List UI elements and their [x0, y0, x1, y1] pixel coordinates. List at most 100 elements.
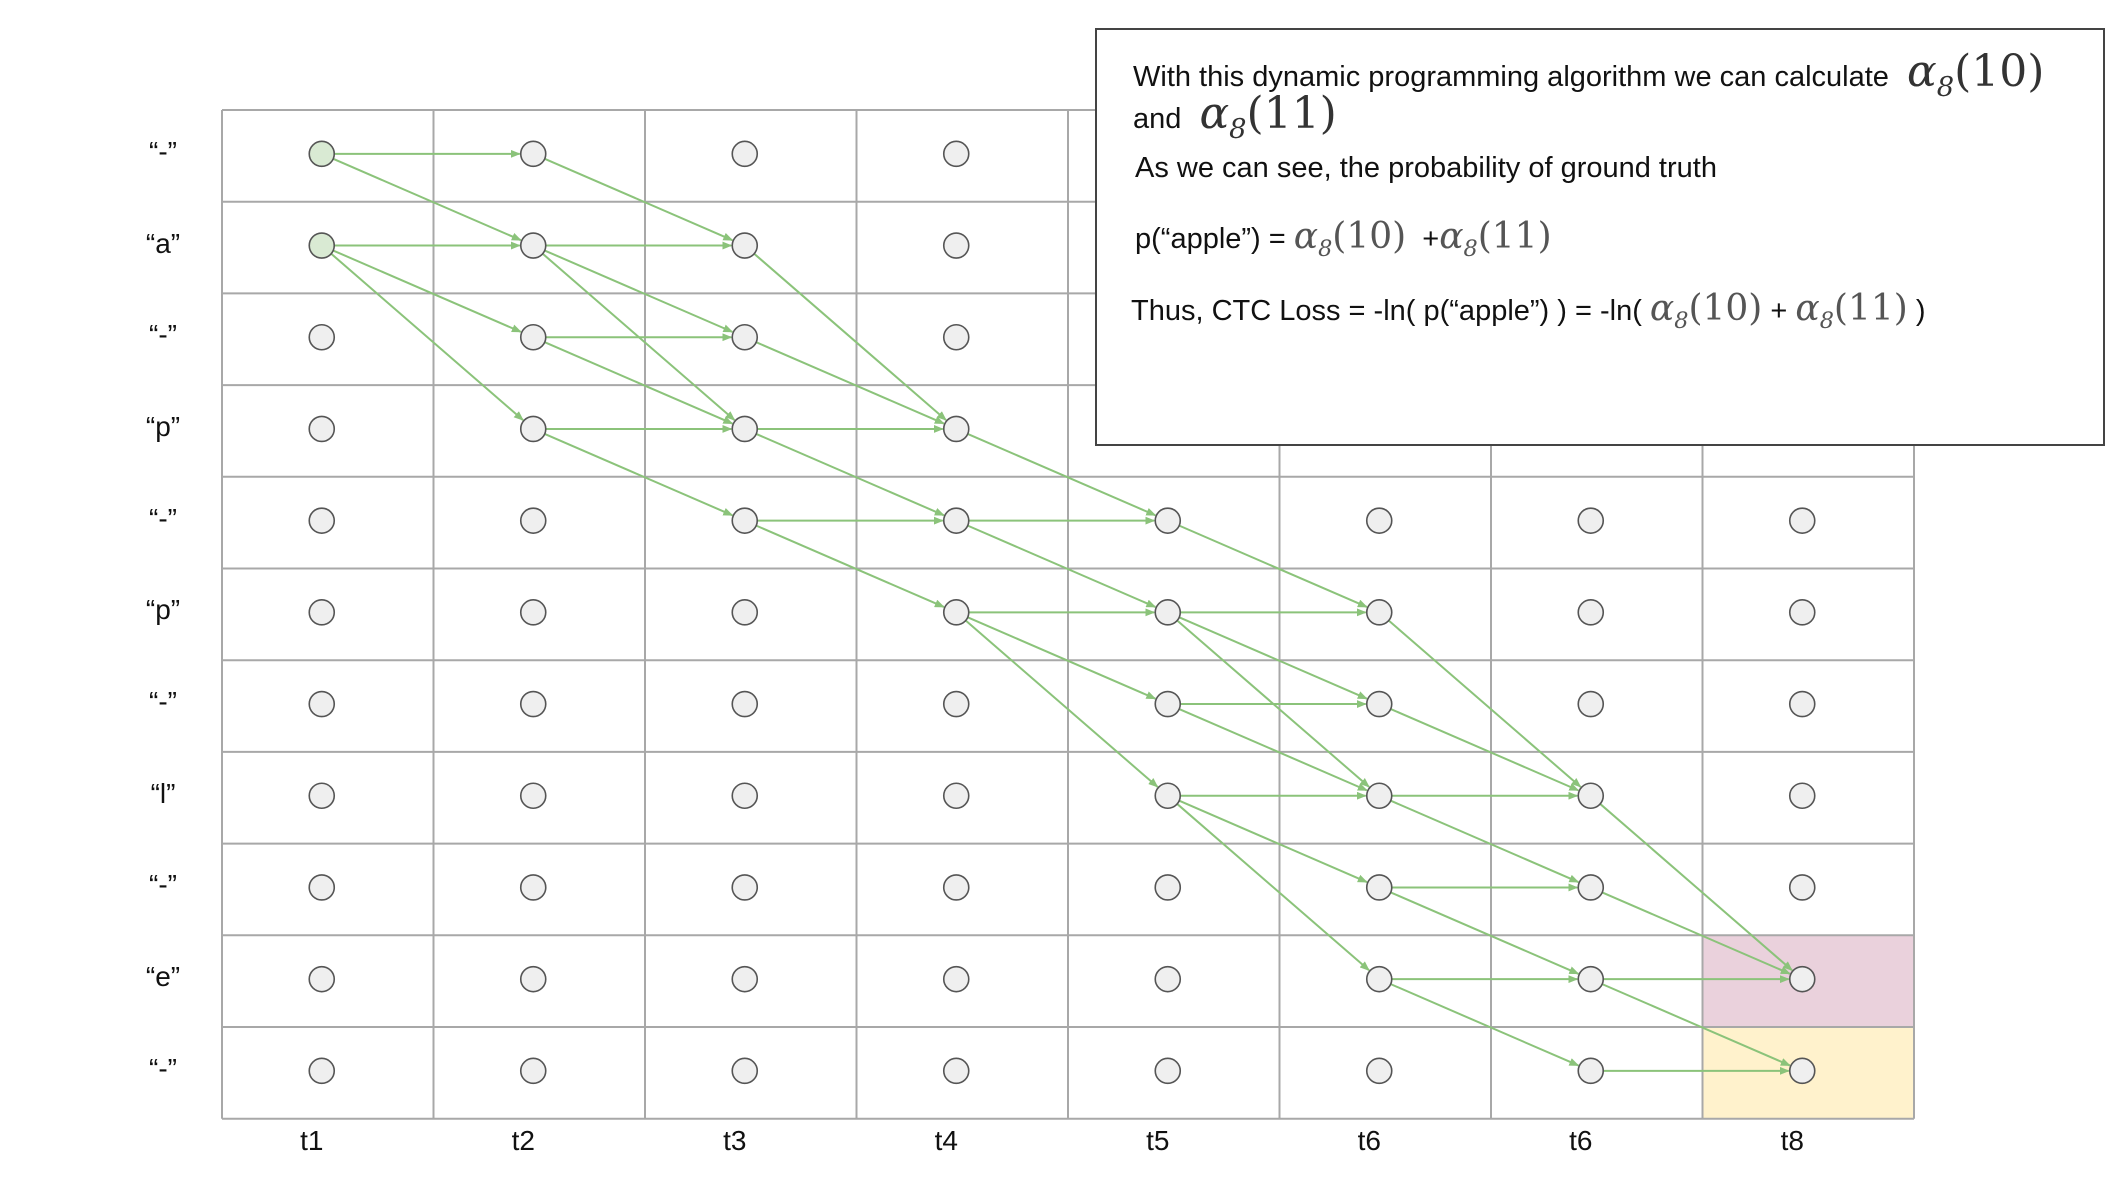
time-step-label: t8 [1780, 1124, 1804, 1156]
note-and-text: and [1133, 103, 1182, 135]
state-node [942, 323, 970, 351]
transition-arrow [1178, 799, 1368, 883]
row-label: “e” [145, 961, 181, 993]
state-node [519, 507, 547, 534]
transition-arrow [1390, 891, 1580, 975]
state-node [1788, 690, 1816, 718]
transition-arrow [967, 433, 1157, 517]
transition-arrow [1599, 803, 1793, 972]
transition-arrow [1178, 616, 1368, 700]
time-step-label: t3 [723, 1124, 747, 1156]
state-node [1788, 1057, 1816, 1085]
row-label: “-” [149, 686, 177, 718]
state-node [1154, 782, 1182, 810]
state-node [942, 507, 970, 534]
transition-arrow [1178, 524, 1368, 608]
note-line-1-text: With this dynamic programming algorithm … [1133, 61, 1889, 93]
closing-paren: ) [1915, 295, 1926, 327]
state-node [519, 415, 547, 443]
state-node [308, 1057, 336, 1085]
state-node [731, 1057, 759, 1085]
transition-arrow [1601, 983, 1791, 1067]
state-node [731, 415, 759, 443]
state-node [942, 232, 970, 259]
row-label: “p” [145, 410, 181, 442]
state-node [1577, 599, 1605, 626]
time-step-label: t5 [1146, 1124, 1170, 1156]
state-node [1365, 690, 1393, 718]
state-node [519, 323, 547, 351]
transition-arrow [1178, 708, 1368, 792]
state-node [308, 507, 336, 534]
plus-sign: + [1770, 295, 1788, 327]
time-step-label: t2 [511, 1124, 535, 1156]
alpha-8-11-formula: α8(11) [1199, 88, 1337, 145]
row-label: “-” [149, 869, 177, 901]
state-node [731, 965, 759, 993]
state-node [942, 415, 970, 443]
transition-arrow [1388, 619, 1582, 788]
alpha-8-11-term: α8(11) [1795, 288, 1908, 335]
start-state-node [308, 140, 336, 168]
transition-arrow [755, 524, 945, 608]
alpha-8-10-formula: α8(10) [1906, 46, 2045, 103]
row-label: “a” [145, 227, 181, 259]
state-node [1154, 599, 1182, 626]
time-step-label: t1 [300, 1124, 324, 1156]
transition-arrow [753, 252, 947, 421]
probability-expression-prefix: p(“apple”) = [1135, 223, 1286, 255]
row-label: “p” [145, 594, 181, 626]
state-node [1577, 507, 1605, 534]
state-node [1788, 874, 1816, 901]
row-label: “-” [149, 135, 177, 167]
transition-arrow [755, 341, 945, 425]
transition-arrow [544, 249, 734, 333]
alpha-8-11-term: α8(11) [1439, 216, 1552, 263]
note-line-2: and α8(11) [1133, 88, 1337, 145]
state-node [1788, 507, 1816, 534]
state-node [731, 507, 759, 534]
transition-arrow [755, 433, 945, 517]
state-node [1365, 599, 1393, 626]
time-step-label: t4 [934, 1124, 958, 1156]
start-state-node [308, 232, 336, 259]
state-node [308, 323, 336, 351]
state-node [519, 232, 547, 259]
state-node [308, 690, 336, 718]
transition-arrow [1601, 891, 1791, 975]
transition-arrow [544, 341, 734, 425]
state-node [308, 415, 336, 443]
transition-arrow [1176, 803, 1370, 972]
row-label: “l” [150, 777, 176, 809]
state-node [1577, 1057, 1605, 1085]
state-node [731, 323, 759, 351]
transition-arrow [1390, 708, 1580, 792]
transition-arrow [967, 524, 1157, 608]
state-node [519, 690, 547, 718]
transition-arrow [544, 433, 734, 517]
state-node [519, 140, 547, 168]
state-node [1788, 599, 1816, 626]
state-node [1154, 507, 1182, 534]
alpha-8-10-term: α8(10) [1649, 288, 1763, 335]
state-node [519, 599, 547, 626]
state-node [519, 965, 547, 993]
row-label: “-” [149, 319, 177, 351]
state-node [308, 782, 336, 810]
transition-arrow [1390, 983, 1580, 1067]
transition-arrow [544, 157, 734, 242]
time-step-label: t6 [1569, 1124, 1593, 1156]
state-node [308, 965, 336, 993]
state-node [942, 874, 970, 901]
note-line-4: p(“apple”) = α8(10) +α8(11) [1135, 216, 1552, 262]
state-node [1365, 1057, 1393, 1085]
state-node [942, 782, 970, 810]
transition-arrow [967, 616, 1157, 700]
state-node [1154, 874, 1182, 901]
state-node [731, 782, 759, 810]
transition-arrow [1390, 799, 1580, 883]
state-node [519, 874, 547, 901]
state-node [731, 140, 759, 168]
state-node [1365, 507, 1393, 534]
state-node [731, 874, 759, 901]
